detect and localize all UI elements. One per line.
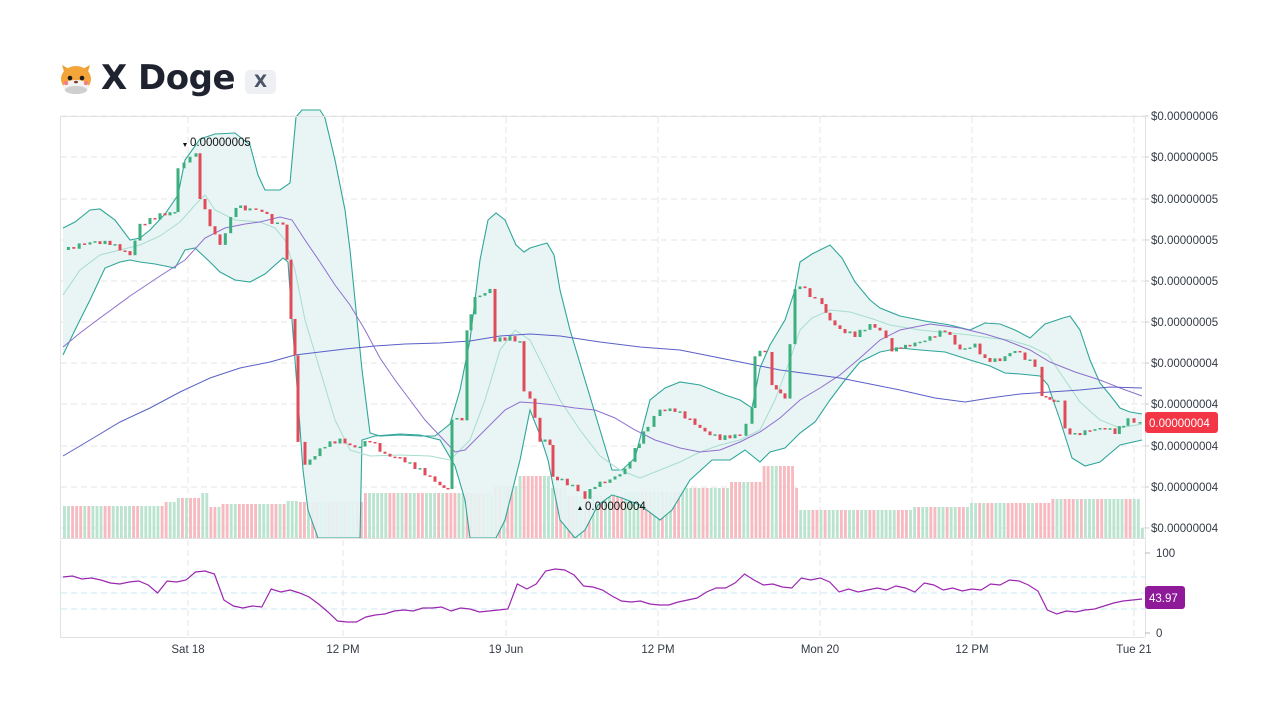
time-axis[interactable]: Sat 18 12 PM 19 Jun 12 PM Mon 20 12 PM Tue 21	[171, 644, 1151, 656]
last-price-tag: 0.00000004	[1145, 412, 1218, 433]
volume-bars	[63, 466, 1144, 538]
price-axis-label: $0.00000005	[1151, 276, 1218, 288]
price-axis[interactable]: $0.00000006 $0.00000005 $0.00000005 $0.0000…	[1145, 111, 1219, 535]
high-annotation: 0.00000005	[183, 137, 251, 149]
rsi-value-tag: 43.97	[1145, 586, 1185, 609]
time-axis-label: 12 PM	[326, 644, 359, 656]
svg-text:0.00000005: 0.00000005	[190, 137, 251, 149]
rsi-axis-max: 100	[1156, 548, 1175, 560]
down-triangle-icon	[183, 143, 187, 147]
bollinger-bands	[62, 109, 1143, 539]
hamster-face-icon	[61, 65, 91, 94]
time-axis-label: Mon 20	[801, 644, 839, 656]
svg-text:0.00000004: 0.00000004	[585, 501, 646, 513]
candlesticks	[66, 153, 1142, 499]
price-axis-label: $0.00000004	[1151, 441, 1219, 453]
price-axis-label: $0.00000005	[1151, 194, 1218, 206]
ticker-badge: X	[245, 70, 277, 94]
rsi-pane[interactable]: 100 0	[61, 548, 1175, 640]
price-axis-label: $0.00000004	[1151, 482, 1219, 494]
svg-text:43.97: 43.97	[1149, 593, 1178, 605]
chart-frame	[60, 116, 1146, 638]
price-axis-label: $0.00000005	[1151, 317, 1218, 329]
price-axis-label: $0.00000004	[1151, 523, 1219, 535]
up-triangle-icon	[578, 506, 582, 510]
time-axis-label: 19 Jun	[489, 644, 524, 656]
svg-text:0.00000004: 0.00000004	[1149, 418, 1210, 430]
asset-header: X Doge X	[59, 56, 277, 100]
price-axis-label: $0.00000005	[1151, 152, 1218, 164]
asset-title: X Doge	[101, 58, 236, 98]
low-annotation: 0.00000004	[578, 501, 646, 513]
price-axis-label: $0.00000005	[1151, 235, 1218, 247]
price-axis-label: $0.00000006	[1151, 111, 1218, 123]
time-axis-label: 12 PM	[641, 644, 674, 656]
rsi-axis-min: 0	[1156, 628, 1162, 640]
time-axis-label: 12 PM	[955, 644, 988, 656]
price-axis-label: $0.00000004	[1151, 358, 1219, 370]
time-axis-label: Tue 21	[1116, 644, 1151, 656]
time-axis-label: Sat 18	[171, 644, 204, 656]
price-axis-label: $0.00000004	[1151, 399, 1219, 411]
